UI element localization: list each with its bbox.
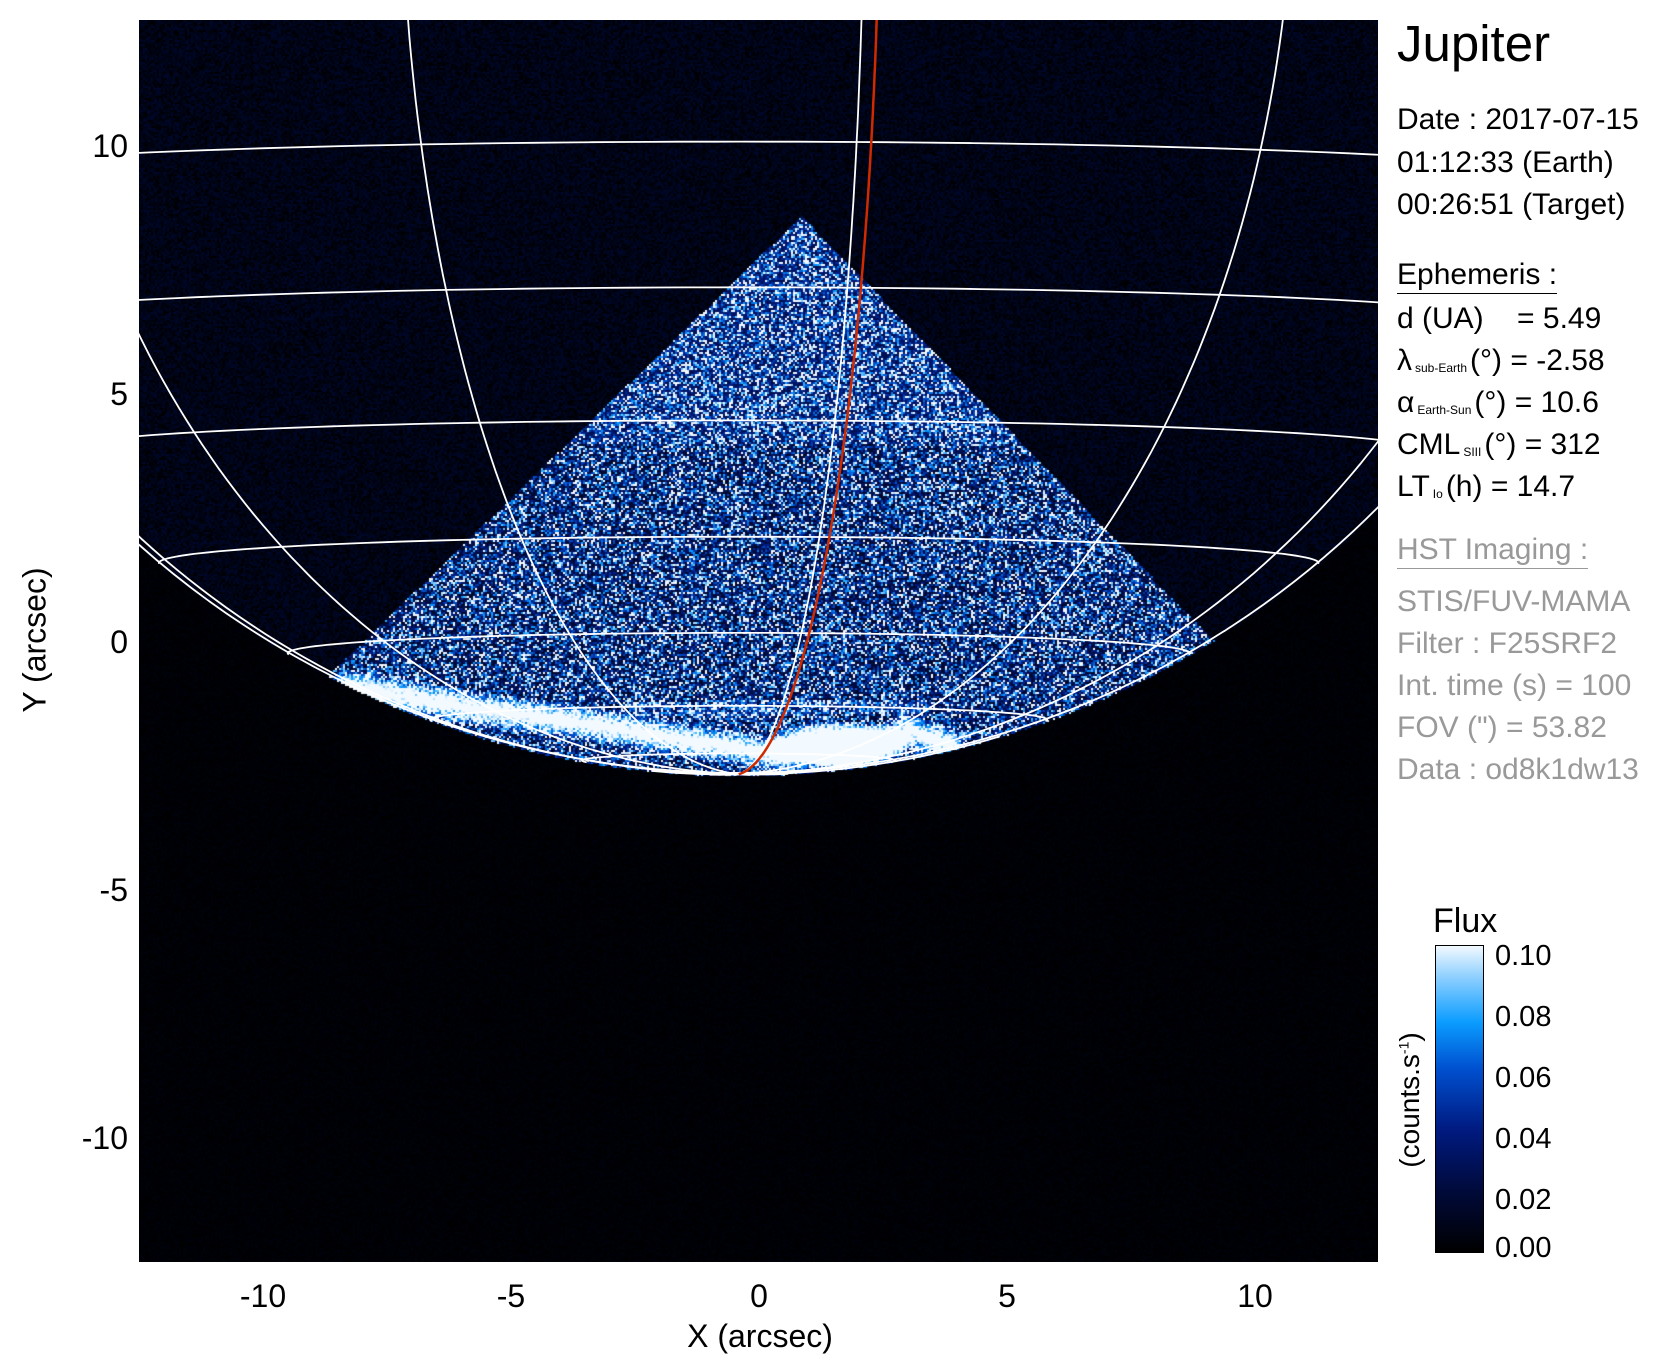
lambda-value: = -2.58	[1510, 344, 1604, 377]
latitude-line	[430, 706, 1047, 721]
colorbar-tick: 0.00	[1495, 1234, 1551, 1263]
lambda-symbol: λ	[1397, 344, 1412, 377]
cml-subscript: SIII	[1463, 445, 1481, 459]
y-tick-label: 5	[110, 378, 128, 410]
latitude-line	[582, 753, 895, 762]
y-tick-label: -10	[82, 1122, 128, 1154]
longitude-line	[401, 20, 739, 774]
distance-row: d (UA) = 5.49	[1397, 304, 1601, 334]
reference-meridian-line	[739, 20, 880, 774]
sub-earth-latitude-row: λ sub-Earth (°) = -2.58	[1397, 346, 1605, 383]
target-time-text: 00:26:51 (Target)	[1397, 190, 1625, 220]
alpha-symbol: α	[1397, 386, 1414, 419]
planet-grid-overlay	[139, 20, 1378, 1262]
longitude-line	[739, 20, 1294, 774]
colorbar-tick: 0.04	[1495, 1125, 1551, 1154]
cml-row: CML SIII (°) = 312	[1397, 430, 1601, 467]
y-tick-label: 0	[110, 626, 128, 658]
plot-area	[139, 20, 1378, 1262]
colorbar-tick: 0.02	[1495, 1186, 1551, 1215]
y-tick-label: -5	[100, 874, 128, 906]
distance-label: d (UA)	[1397, 302, 1484, 335]
colorbar	[1435, 945, 1484, 1253]
colorbar-tick: 0.08	[1495, 1003, 1551, 1032]
ephemeris-header: Ephemeris :	[1397, 260, 1557, 290]
longitude-line	[139, 20, 739, 774]
x-tick-label: 0	[709, 1278, 809, 1315]
target-title: Jupiter	[1397, 14, 1550, 73]
latitude-line	[139, 420, 1378, 452]
cml-symbol: CML	[1397, 428, 1460, 461]
instrument-text: STIS/FUV-MAMA	[1397, 587, 1630, 617]
latitude-line	[139, 142, 1378, 180]
distance-value: = 5.49	[1517, 302, 1601, 335]
x-tick-label: -10	[213, 1278, 313, 1315]
ephemeris-header-label: Ephemeris :	[1397, 258, 1557, 294]
y-axis-title: Y (arcsec)	[17, 567, 54, 712]
x-axis-title: X (arcsec)	[660, 1318, 860, 1355]
hst-header-label: HST Imaging :	[1397, 533, 1588, 569]
x-tick-label: 10	[1205, 1278, 1305, 1315]
lt-symbol: LT	[1397, 470, 1430, 503]
date-text: Date : 2017-07-15	[1397, 105, 1639, 135]
data-id-text: Data : od8k1dw13	[1397, 755, 1639, 785]
lt-unit: (h)	[1446, 470, 1483, 503]
local-time-row: LT Io (h) = 14.7	[1397, 472, 1575, 509]
x-tick-label: 5	[957, 1278, 1057, 1315]
y-tick-label: 10	[92, 130, 128, 162]
colorbar-title: Flux	[1433, 902, 1497, 941]
latitude-line	[159, 537, 1319, 564]
alpha-value: = 10.6	[1515, 386, 1599, 419]
hst-header: HST Imaging :	[1397, 535, 1588, 565]
latitude-line	[139, 287, 1378, 322]
planet-limb	[139, 20, 1378, 773]
x-tick-label: -5	[461, 1278, 561, 1315]
cml-unit: (°)	[1484, 428, 1516, 461]
integration-time-text: Int. time (s) = 100	[1397, 671, 1631, 701]
longitude-line	[139, 20, 739, 774]
cml-value: = 312	[1525, 428, 1601, 461]
colorbar-tick: 0.10	[1495, 942, 1551, 971]
latitude-line	[139, 20, 1378, 28]
fov-text: FOV (") = 53.82	[1397, 713, 1607, 743]
colorbar-units: (counts.s-1)	[1394, 1032, 1426, 1167]
colorbar-tick: 0.06	[1495, 1064, 1551, 1093]
longitude-line	[739, 20, 1378, 774]
latitude-line	[288, 633, 1190, 655]
alpha-subscript: Earth-Sun	[1417, 403, 1471, 417]
earth-time-text: 01:12:33 (Earth)	[1397, 148, 1614, 178]
filter-text: Filter : F25SRF2	[1397, 629, 1617, 659]
lambda-subscript: sub-Earth	[1415, 361, 1467, 375]
lambda-unit: (°)	[1470, 344, 1502, 377]
phase-angle-row: α Earth-Sun (°) = 10.6	[1397, 388, 1599, 425]
lt-subscript: Io	[1433, 487, 1443, 501]
alpha-unit: (°)	[1474, 386, 1506, 419]
lt-value: = 14.7	[1491, 470, 1575, 503]
